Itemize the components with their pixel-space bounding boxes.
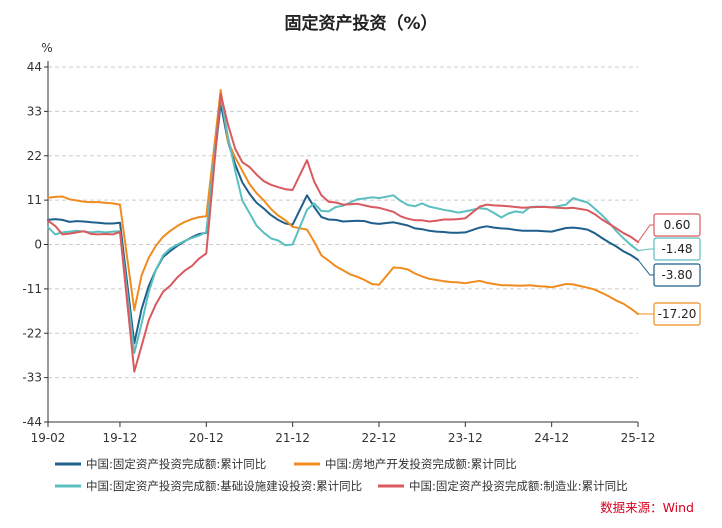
y-tick-label: 33 (27, 104, 42, 118)
callout-box (653, 213, 701, 237)
callout-leader (637, 248, 654, 251)
x-tick-label: 23-12 (448, 431, 483, 445)
callout-leader (637, 259, 654, 276)
callout-leader (637, 224, 654, 243)
y-tick-label: -22 (22, 326, 42, 340)
x-tick-label: 22-12 (362, 431, 397, 445)
x-tick-label: 24-12 (534, 431, 569, 445)
grid-lines (48, 66, 638, 379)
callout-value: -17.20 (658, 307, 697, 321)
chart-title: 固定资产投资（%） (284, 13, 437, 34)
x-tick-label: 19-02 (31, 431, 66, 445)
callout-box (653, 263, 701, 287)
y-tick-labels: 44 33 22 11 0 -11 -22 -33 -44 (22, 60, 48, 429)
y-tick-label: -11 (22, 282, 42, 296)
series-line-4 (47, 93, 639, 373)
y-tick-label: -44 (22, 415, 42, 429)
x-tick-label: 20-12 (189, 431, 224, 445)
y-tick-label: 11 (27, 193, 42, 207)
legend: 中国:固定资产投资完成额:累计同比 中国:房地产开发投资完成额:累计同比中国:固定… (55, 457, 628, 493)
end-value-callouts: 0.60 -1.48 -3.80 -17.20 (637, 213, 701, 326)
series-lines (47, 89, 639, 373)
series-line-3 (47, 95, 639, 354)
legend-label: 中国:房地产开发投资完成额:累计同比 (325, 457, 517, 471)
y-axis-unit-label: % (41, 41, 52, 55)
y-tick-label: 0 (34, 238, 42, 252)
x-tick-label: 21-12 (275, 431, 310, 445)
data-source-note: 数据来源：Wind (600, 500, 694, 515)
callout-value: -1.48 (661, 242, 692, 256)
x-tick-labels: 19-02 19-12 20-12 21-12 22-12 23-12 24-12 25-12 (31, 422, 656, 445)
x-tick-label: 25-12 (621, 431, 656, 445)
axes (47, 61, 638, 423)
callout-box (653, 302, 701, 326)
y-tick-label: -33 (22, 371, 42, 385)
callout-value: 0.60 (664, 218, 691, 232)
legend-label: 中国:固定资产投资完成额:制造业:累计同比 (409, 479, 628, 493)
series-line-2 (47, 89, 639, 315)
y-tick-label: 22 (27, 149, 42, 163)
legend-label: 中国:固定资产投资完成额:基础设施建设投资:累计同比 (86, 479, 362, 493)
callout-box (653, 237, 701, 261)
callout-value: -3.80 (661, 268, 692, 282)
x-tick-label: 19-12 (103, 431, 138, 445)
series-line-1 (47, 102, 639, 345)
legend-label: 中国:固定资产投资完成额:累计同比 (86, 457, 266, 471)
y-tick-label: 44 (27, 60, 42, 74)
